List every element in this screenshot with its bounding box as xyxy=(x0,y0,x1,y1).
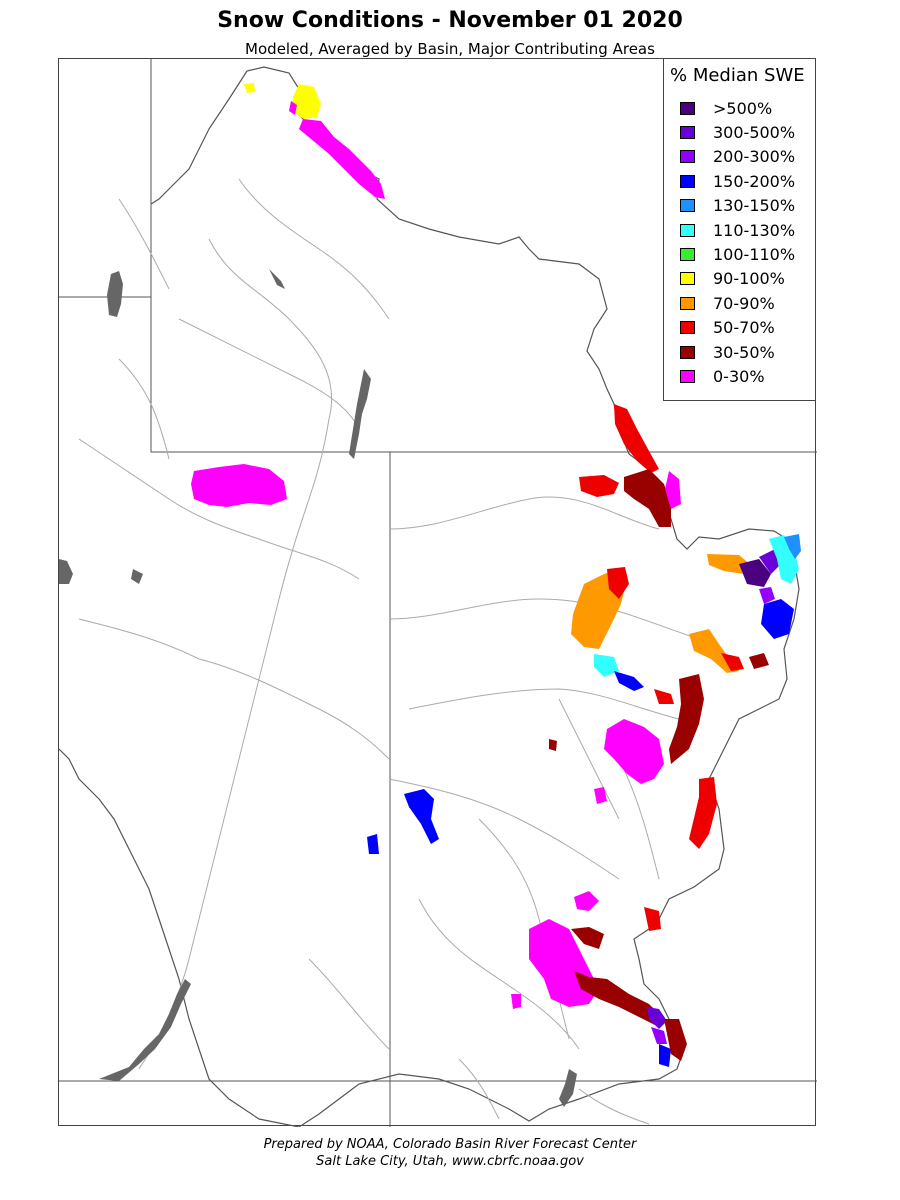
map-canvas xyxy=(59,59,817,1127)
legend-label: 50-70% xyxy=(713,318,775,338)
legend-swatch xyxy=(680,296,695,310)
legend-swatch xyxy=(680,125,695,139)
legend-item: 130-150% xyxy=(680,195,795,217)
legend-label: 150-200% xyxy=(713,171,796,191)
legend-item: 0-30% xyxy=(680,365,765,387)
legend-item: 50-70% xyxy=(680,317,775,339)
legend-swatch xyxy=(680,272,695,286)
lakes xyxy=(59,269,577,1107)
legend-label: 30-50% xyxy=(713,342,775,362)
legend-label: 110-130% xyxy=(713,220,796,240)
snow-areas xyxy=(191,83,801,1067)
legend-label: 90-100% xyxy=(713,269,785,289)
legend-label: 130-150% xyxy=(713,196,796,216)
legend-swatch xyxy=(680,150,695,164)
legend-swatch xyxy=(680,174,695,188)
legend-swatch xyxy=(680,345,695,359)
legend-swatch xyxy=(680,369,695,383)
legend-item: 100-110% xyxy=(680,243,795,265)
legend-label: 70-90% xyxy=(713,293,775,313)
legend-label: 300-500% xyxy=(713,122,796,142)
legend-swatch xyxy=(680,223,695,237)
legend-label: >500% xyxy=(713,98,773,118)
legend-item: >500% xyxy=(680,97,772,119)
map-title: Snow Conditions - November 01 2020 xyxy=(217,8,683,33)
legend-item: 150-200% xyxy=(680,170,795,192)
basin-outline xyxy=(59,66,800,1127)
legend-item: 200-300% xyxy=(680,146,795,168)
credit-line-1: Prepared by NOAA, Colorado Basin River F… xyxy=(263,1137,637,1152)
map-subtitle: Modeled, Averaged by Basin, Major Contri… xyxy=(245,40,655,58)
legend-item: 90-100% xyxy=(680,268,785,290)
legend-swatch xyxy=(680,199,695,213)
legend: % Median SWE >500% 300-500% 200-300% 150-20… xyxy=(663,58,816,401)
legend-title: % Median SWE xyxy=(670,65,805,86)
legend-label: 0-30% xyxy=(713,366,765,386)
legend-item: 110-130% xyxy=(680,219,795,241)
legend-swatch xyxy=(680,321,695,335)
legend-label: 200-300% xyxy=(713,147,796,167)
legend-item: 70-90% xyxy=(680,292,775,314)
credit-line-2: Salt Lake City, Utah, www.cbrfc.noaa.gov xyxy=(316,1154,584,1169)
legend-label: 100-110% xyxy=(713,244,796,264)
river-network xyxy=(78,178,700,1125)
legend-swatch xyxy=(680,101,695,115)
state-boundaries xyxy=(59,59,817,1127)
legend-item: 30-50% xyxy=(680,341,775,363)
legend-swatch xyxy=(680,247,695,261)
legend-item: 300-500% xyxy=(680,121,795,143)
